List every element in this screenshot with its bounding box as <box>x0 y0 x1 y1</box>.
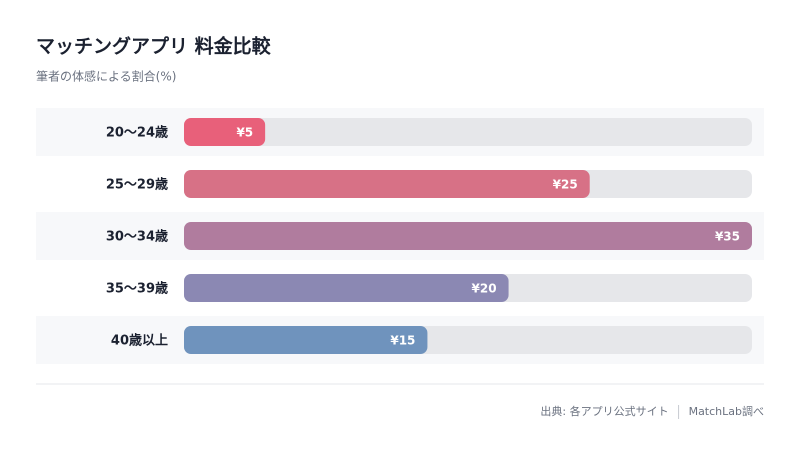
credit: MatchLab調べ <box>689 404 764 418</box>
chart-title: マッチングアプリ 料金比較 <box>36 35 272 58</box>
category-label: 25〜29歳 <box>106 177 168 193</box>
bar <box>184 118 266 146</box>
category-label: 40歳以上 <box>111 333 168 349</box>
chart-subtitle: 筆者の体感による割合(%) <box>36 69 176 84</box>
category-label: 30〜34歳 <box>106 229 168 245</box>
bar <box>184 274 509 302</box>
value-label: ¥15 <box>390 334 415 348</box>
value-label: ¥25 <box>553 178 578 192</box>
value-label: ¥5 <box>236 126 253 140</box>
bar-track <box>184 118 752 146</box>
value-label: ¥20 <box>472 282 497 296</box>
category-label: 20〜24歳 <box>106 125 168 141</box>
bar <box>184 170 590 198</box>
value-label: ¥35 <box>715 230 740 244</box>
category-label: 35〜39歳 <box>106 281 168 297</box>
bar <box>184 222 752 250</box>
bar <box>184 326 428 354</box>
source: 出典: 各アプリ公式サイト <box>540 404 668 418</box>
